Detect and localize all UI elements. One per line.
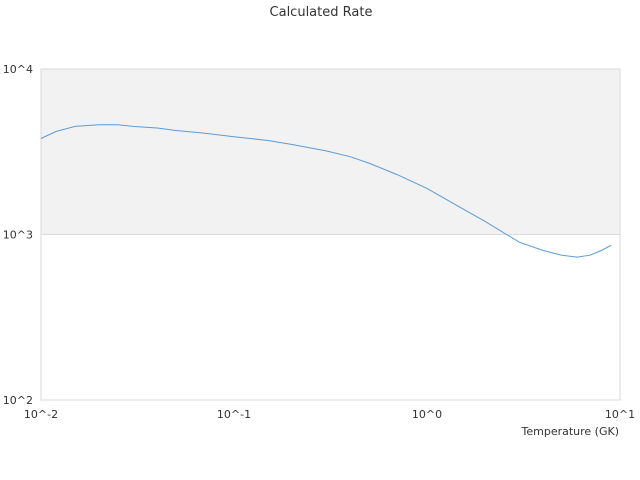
x-tick-label: 10^0 bbox=[412, 408, 442, 421]
y-tick-label: 10^3 bbox=[3, 229, 33, 242]
x-tick-label: 10^-2 bbox=[24, 408, 58, 421]
y-tick-label: 10^2 bbox=[3, 394, 33, 407]
x-tick-label: 10^1 bbox=[605, 408, 635, 421]
x-axis-label: Temperature (GK) bbox=[521, 425, 620, 438]
x-tick-label: 10^-1 bbox=[217, 408, 251, 421]
chart-title: Calculated Rate bbox=[270, 5, 373, 20]
y-axis-ticks: 10^2 10^3 10^4 bbox=[3, 63, 33, 407]
x-axis-ticks: 10^-2 10^-1 10^0 10^1 bbox=[24, 408, 635, 421]
y-tick-label: 10^4 bbox=[3, 63, 33, 76]
series-line-1 bbox=[40, 124, 612, 258]
series-layer bbox=[40, 124, 612, 258]
